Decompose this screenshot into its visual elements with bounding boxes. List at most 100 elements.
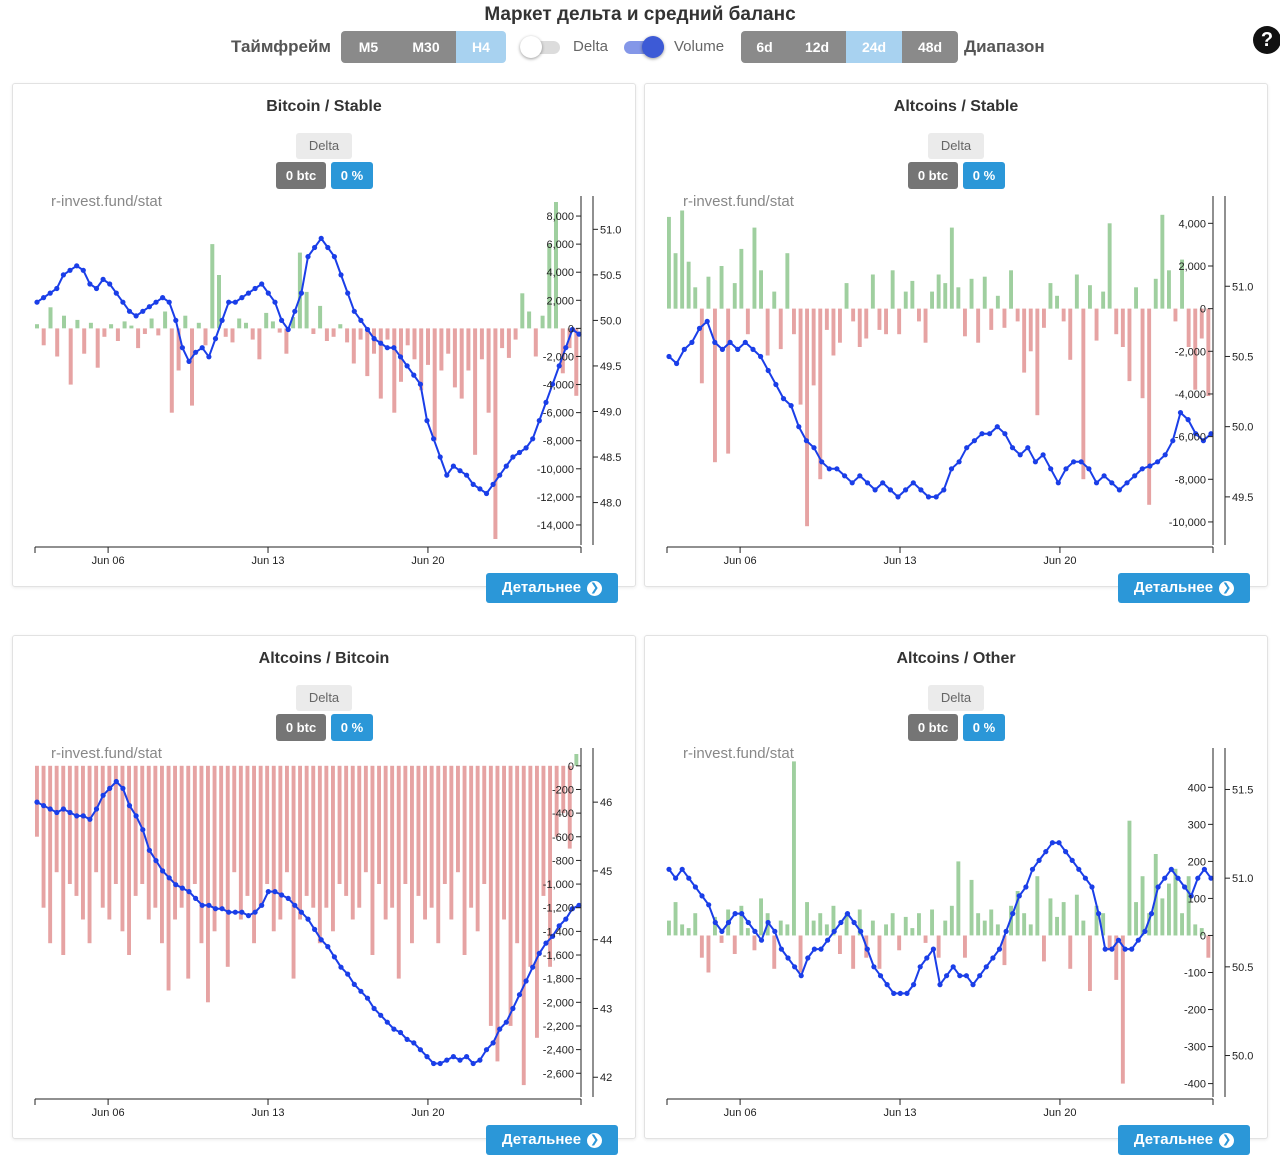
chevron-right-circle-icon: ❯ [1219, 1133, 1235, 1148]
bar-tick-label: -4,000 [1175, 389, 1206, 401]
volume-bar [533, 328, 538, 357]
bar-tick-label: -2,400 [543, 1045, 574, 1057]
chart-panel-alt-stable: Altcoins / Stable Delta 0 btc 0 % r-inve… [644, 83, 1268, 603]
balance-point [897, 990, 903, 996]
balance-point [285, 326, 291, 333]
balance-point [864, 480, 871, 486]
volume-bar [238, 765, 243, 920]
timeframe-m30-button[interactable]: M30 [396, 31, 456, 63]
balance-point [351, 981, 357, 987]
volume-bar [772, 935, 777, 969]
bar-tick-label: -6,000 [543, 408, 574, 420]
balance-point [956, 459, 962, 465]
balance-point [844, 911, 851, 917]
volume-bar [1140, 876, 1145, 936]
volume-bar [87, 765, 92, 944]
volume-bar [396, 765, 401, 979]
x-tick-label: Jun 20 [411, 1107, 444, 1119]
balance-point [1076, 866, 1082, 872]
range-48d-button[interactable]: 48d [902, 31, 958, 63]
volume-bar [792, 761, 796, 936]
balance-point [404, 363, 410, 369]
balance-point [576, 331, 582, 337]
volume-bar [561, 765, 566, 814]
balance-point [378, 1012, 384, 1018]
balance-point [1078, 459, 1084, 465]
balance-point [1201, 866, 1207, 872]
balance-point [166, 299, 172, 305]
balance-point [719, 928, 725, 934]
volume-bar [1088, 285, 1092, 309]
volume-bar [95, 328, 100, 368]
detail-button[interactable]: Детальнее ❯ [486, 1125, 618, 1155]
volume-bar [462, 765, 467, 955]
volume-bar [176, 328, 181, 371]
chevron-right-circle-icon: ❯ [587, 581, 603, 596]
controls-bar: Таймфрейм M5 M30 H4 Delta Volume 6d 12d … [0, 31, 1280, 63]
volume-bar [469, 765, 474, 908]
balance-point [1025, 445, 1031, 451]
volume-bar [385, 328, 390, 340]
balance-point [803, 438, 809, 444]
balance-point [193, 349, 199, 355]
timeframe-h4-button[interactable]: H4 [456, 31, 506, 63]
bar-tick-label: 200 [1188, 856, 1206, 868]
line-tick-label: 46 [600, 797, 612, 809]
volume-bar [311, 765, 316, 908]
detail-button[interactable]: Детальнее ❯ [486, 573, 618, 603]
volume-bar [88, 322, 93, 329]
detail-button[interactable]: Детальнее ❯ [1118, 573, 1250, 603]
balance-point [173, 317, 179, 323]
balance-point [530, 964, 536, 970]
balance-point [503, 1019, 509, 1025]
delta-toggle[interactable] [520, 36, 560, 58]
balance-point [239, 909, 245, 915]
detail-button[interactable]: Детальнее ❯ [1118, 1125, 1250, 1155]
volume-bar [179, 765, 184, 908]
balance-point [1155, 459, 1161, 465]
balance-point [153, 299, 159, 305]
volume-bar [223, 328, 228, 337]
volume-bar [824, 924, 829, 936]
balance-point [851, 919, 857, 926]
balance-point [758, 937, 765, 943]
volume-bar [160, 765, 164, 944]
volume-bar [732, 935, 737, 954]
range-24d-button[interactable]: 24d [846, 31, 902, 63]
volume-bar [486, 328, 491, 413]
volume-bar [1107, 223, 1112, 309]
balance-point [523, 978, 529, 984]
balance-point [312, 244, 318, 251]
volume-bar [304, 765, 309, 896]
volume-bar [877, 308, 882, 330]
bar-tick-label: -10,000 [1169, 517, 1206, 529]
range-6d-button[interactable]: 6d [741, 31, 788, 63]
balance-point [849, 480, 855, 486]
volume-toggle[interactable] [624, 36, 664, 58]
bar-tick-label: 8,000 [546, 211, 574, 223]
balance-point [1009, 445, 1016, 451]
timeframe-m5-button[interactable]: M5 [341, 31, 396, 63]
balance-point [1182, 884, 1188, 890]
balance-point [706, 902, 712, 908]
balance-point [444, 1057, 450, 1063]
balance-point [924, 955, 930, 961]
volume-bar [890, 270, 895, 309]
volume-bar [567, 765, 572, 849]
help-icon[interactable]: ? [1253, 26, 1280, 54]
chart-panel-btc-stable: Bitcoin / Stable Delta 0 btc 0 % r-inves… [12, 83, 636, 603]
balance-point [1063, 849, 1069, 855]
balance-point [704, 318, 710, 324]
volume-bar [713, 916, 717, 936]
panel-title: Altcoins / Stable [893, 98, 1019, 115]
volume-bar [163, 311, 168, 329]
balance-point [1049, 840, 1055, 846]
volume-bar [831, 905, 836, 936]
balance-point [857, 473, 863, 479]
volume-bar [667, 216, 671, 309]
volume-bar [1206, 935, 1211, 958]
volume-bar [75, 319, 80, 329]
bar-tick-label: 0 [1200, 304, 1206, 316]
range-12d-button[interactable]: 12d [788, 31, 846, 63]
balance-point [1208, 875, 1214, 881]
